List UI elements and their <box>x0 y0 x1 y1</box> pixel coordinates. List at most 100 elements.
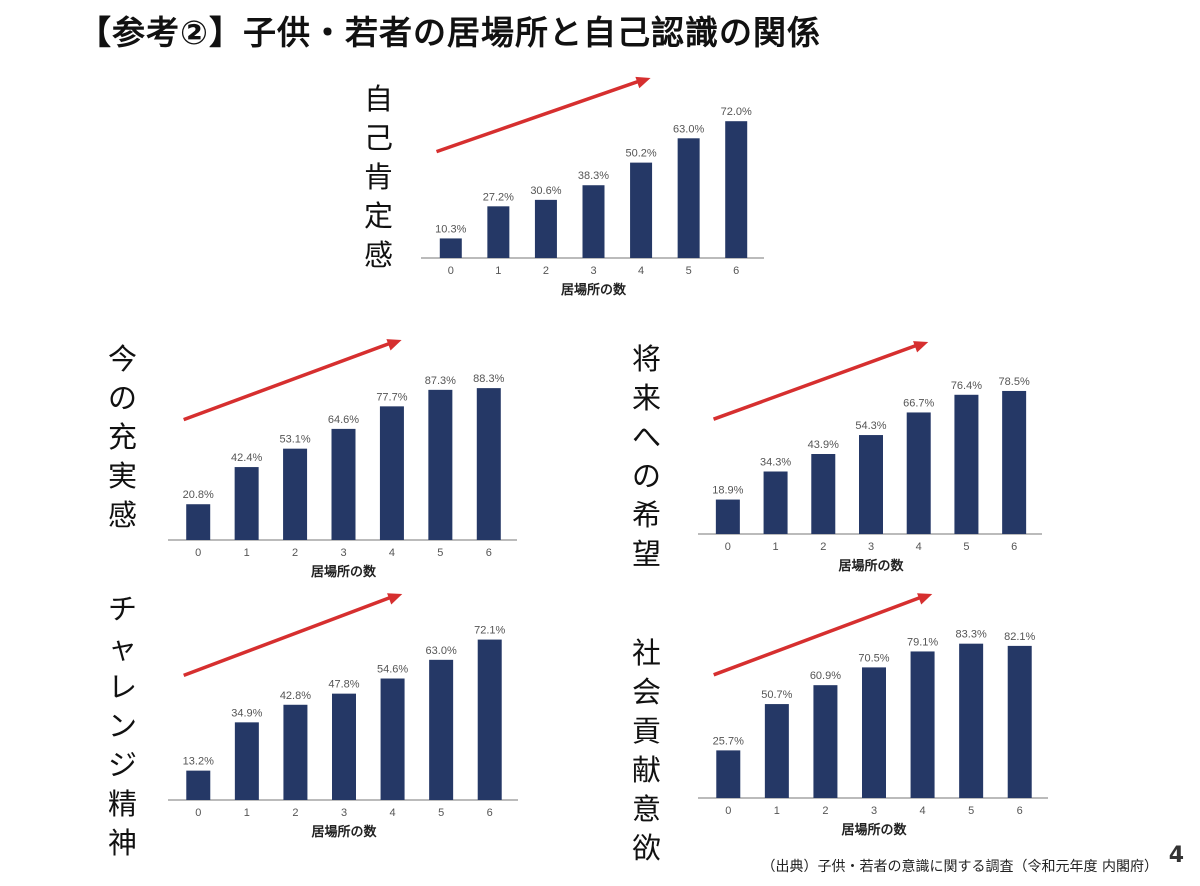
bar <box>379 406 404 540</box>
data-label: 54.6% <box>377 664 408 676</box>
bar <box>332 693 356 800</box>
metric-label-fulfillment: 今の充実感 <box>108 340 137 535</box>
data-label: 50.7% <box>761 689 792 701</box>
metric-label-char: 神 <box>108 826 138 860</box>
data-label: 76.4% <box>951 380 982 392</box>
trend-arrow-line <box>183 340 395 422</box>
bar <box>186 770 211 800</box>
x-tick-label: 4 <box>638 265 644 277</box>
data-label: 30.6% <box>530 185 561 197</box>
bar <box>763 471 788 534</box>
bar <box>234 467 259 540</box>
metric-label-char: 自 <box>364 82 394 116</box>
x-tick-label: 2 <box>292 807 298 819</box>
page-title: 【参考②】子供・若者の居場所と自己認識の関係 <box>78 13 821 52</box>
metric-label-char: の <box>108 381 138 415</box>
x-tick-label: 0 <box>725 541 731 553</box>
x-tick-label: 0 <box>195 807 201 819</box>
data-label: 66.7% <box>903 397 934 409</box>
metric-label-char: 希 <box>632 498 662 532</box>
data-label: 10.3% <box>435 223 466 235</box>
x-tick-label: 0 <box>725 805 731 817</box>
data-label: 78.5% <box>999 376 1030 388</box>
metric-label-char: 今 <box>108 342 138 376</box>
metric-label-char: 感 <box>108 498 138 532</box>
x-tick-label: 1 <box>244 807 250 819</box>
x-tick-label: 3 <box>871 805 877 817</box>
data-label: 53.1% <box>279 434 310 446</box>
bar <box>959 643 984 798</box>
chart-svg: 18.9% 0 34.3% 1 43.9% 2 54.3% 3 66.7% 4 76.4% 5 78.5… <box>698 341 1042 574</box>
x-tick-label: 2 <box>820 541 826 553</box>
bar <box>813 685 838 798</box>
x-axis-title: 居場所の数 <box>838 558 904 574</box>
chart-svg: 13.2% 0 34.9% 1 42.8% 2 47.8% 3 54.6% 4 63.0% 5 72.1… <box>168 593 518 840</box>
source-note: （出典）子供・若者の意識に関する調査（令和元年度 内閣府） <box>761 859 1158 875</box>
trend-arrow-line <box>183 594 395 678</box>
metric-label-char: 社 <box>632 636 662 670</box>
data-label: 72.1% <box>474 625 505 637</box>
data-label: 63.0% <box>673 123 704 135</box>
metric-label-char: レ <box>108 670 138 704</box>
bar <box>234 722 259 800</box>
chart-svg: 25.7% 0 50.7% 1 60.9% 2 70.5% 3 79.1% 4 83.3% 5 82.1… <box>698 593 1048 838</box>
x-tick-label: 5 <box>438 807 444 819</box>
metric-label-char: へ <box>632 420 662 454</box>
metric-label-char: チ <box>108 592 138 626</box>
data-label: 43.9% <box>808 439 839 451</box>
x-axis-title: 居場所の数 <box>841 822 907 838</box>
bar <box>186 504 211 540</box>
metric-label-self-esteem: 自己肯定感 <box>364 80 393 275</box>
data-label: 38.3% <box>578 170 609 182</box>
chart-svg: 10.3% 0 27.2% 1 30.6% 2 38.3% 3 50.2% 4 63.0% 5 72.0… <box>421 76 764 298</box>
x-tick-label: 6 <box>733 265 739 277</box>
bar <box>716 750 741 798</box>
metric-label-char: 会 <box>632 675 662 709</box>
data-label: 70.5% <box>858 652 889 664</box>
bar <box>487 206 510 258</box>
data-label: 83.3% <box>956 629 987 641</box>
data-label: 25.7% <box>713 735 744 747</box>
x-tick-label: 0 <box>195 547 201 559</box>
bar <box>534 199 557 258</box>
metric-label-char: の <box>632 459 662 493</box>
bar-chart-self-esteem: 10.3% 0 27.2% 1 30.6% 2 38.3% 3 50.2% 4 63.0% 5 72.0… <box>400 68 800 330</box>
data-label: 42.4% <box>231 452 262 464</box>
data-label: 64.6% <box>328 414 359 426</box>
bar-chart-challenge-spirit: 13.2% 0 34.9% 1 42.8% 2 47.8% 3 54.6% 4 63.0% 5 72.1… <box>150 584 550 842</box>
data-label: 54.3% <box>855 420 886 432</box>
page-number: 4 <box>1168 843 1184 868</box>
metric-label-char: ャ <box>108 631 138 665</box>
bar <box>582 185 605 258</box>
metric-label-char: 定 <box>364 199 394 233</box>
bar <box>1002 390 1027 534</box>
metric-label-char: 来 <box>632 381 662 415</box>
bar <box>428 389 453 540</box>
data-label: 79.1% <box>907 636 938 648</box>
bar <box>283 704 308 800</box>
x-tick-label: 6 <box>486 547 492 559</box>
x-axis-title: 居場所の数 <box>561 282 627 298</box>
x-tick-label: 5 <box>968 805 974 817</box>
data-label: 60.9% <box>810 670 841 682</box>
bar <box>764 704 789 798</box>
chart-svg: 20.8% 0 42.4% 1 53.1% 2 64.6% 3 77.7% 4 87.3% 5 88.3… <box>168 339 517 580</box>
bar-chart-fulfillment: 20.8% 0 42.4% 1 53.1% 2 64.6% 3 77.7% 4 87.3% 5 88.3… <box>150 330 550 580</box>
bar-chart-social-contribution: 25.7% 0 50.7% 1 60.9% 2 70.5% 3 79.1% 4 83.3% 5 82.1… <box>680 584 1080 842</box>
bar <box>439 238 462 258</box>
metric-label-char: 望 <box>632 537 662 571</box>
bar <box>859 435 883 534</box>
data-label: 87.3% <box>425 375 456 387</box>
metric-label-char: 感 <box>364 238 394 272</box>
data-label: 47.8% <box>328 679 359 691</box>
bar <box>910 651 935 798</box>
x-tick-label: 1 <box>774 805 780 817</box>
x-tick-label: 3 <box>590 265 596 277</box>
x-tick-label: 4 <box>920 805 926 817</box>
metric-label-char: 肯 <box>364 160 394 194</box>
metric-label-char: 意 <box>632 792 662 826</box>
x-tick-label: 6 <box>487 807 493 819</box>
bar <box>715 499 740 534</box>
metric-label-char: 将 <box>632 342 662 376</box>
metric-label-social-contribution: 社会貢献意欲 <box>632 634 661 868</box>
